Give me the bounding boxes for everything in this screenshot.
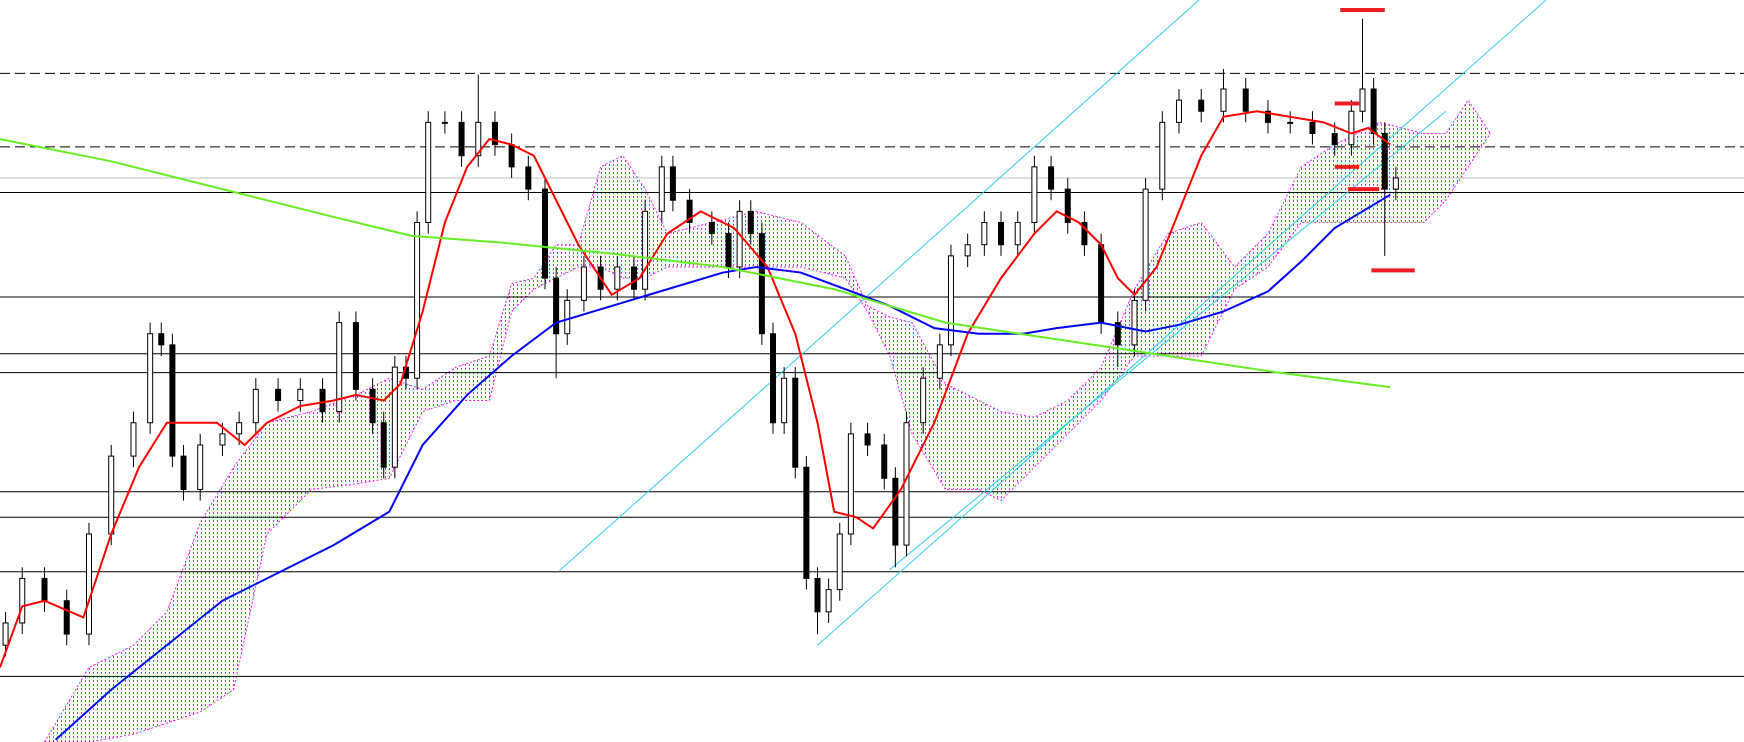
candle-body	[614, 266, 621, 290]
candle-body	[936, 344, 943, 379]
candle-body	[1392, 177, 1399, 190]
candle-body	[1348, 110, 1355, 146]
candle-body	[158, 333, 165, 346]
candle-body	[792, 377, 799, 468]
candle-body	[525, 166, 532, 190]
candle-body	[1381, 132, 1388, 190]
candle-body	[981, 221, 988, 246]
candle-body	[169, 344, 176, 457]
candle-body	[1331, 132, 1338, 146]
candle-body	[2, 622, 9, 646]
candle-body	[147, 333, 154, 424]
candle-body	[1370, 88, 1377, 134]
candle-body	[553, 277, 560, 335]
cloud-fill	[44, 100, 1491, 742]
candle-body	[414, 221, 421, 379]
moving-average	[0, 110, 1391, 668]
cloud-span-a	[44, 99, 1491, 742]
candle-body	[219, 433, 226, 446]
cloud-span-b	[44, 133, 1491, 742]
candle-body	[781, 377, 788, 424]
candle-body	[564, 299, 571, 335]
candle-body	[642, 210, 649, 290]
candle-body	[1048, 166, 1055, 190]
candle-body	[1031, 166, 1038, 223]
candle-body	[1309, 121, 1316, 134]
candle-body	[1264, 110, 1271, 123]
candle-body	[352, 322, 359, 390]
candle-body	[252, 388, 259, 424]
channel-line	[559, 0, 1200, 572]
candle-body	[491, 121, 498, 146]
candle-body	[236, 422, 243, 435]
candle-body	[475, 121, 482, 157]
candle-body	[63, 600, 70, 635]
candle-body	[864, 433, 871, 446]
candle-body	[441, 121, 448, 124]
candle-body	[297, 388, 304, 401]
candle-body	[736, 210, 743, 268]
candle-body	[770, 333, 777, 424]
candle-body	[1014, 221, 1021, 246]
candle-body	[369, 388, 376, 424]
candle-body	[1098, 244, 1105, 324]
candle-body	[881, 444, 888, 479]
candle-body	[836, 533, 843, 591]
candle-body	[1064, 188, 1071, 223]
candle-body	[580, 266, 587, 301]
candle-body	[758, 233, 765, 335]
candle-body	[41, 577, 48, 602]
channel-line	[817, 0, 1547, 646]
candle-body	[1359, 88, 1366, 112]
candle-body	[542, 188, 548, 279]
candle-body	[458, 121, 465, 157]
candle-body	[275, 388, 282, 401]
candle-body	[425, 121, 432, 223]
candle-body	[380, 422, 387, 468]
candle-body	[825, 589, 832, 613]
candle-body	[19, 577, 26, 624]
candle-body	[998, 221, 1005, 246]
candle-body	[508, 144, 515, 168]
candle-body	[1220, 88, 1227, 112]
candle-body	[964, 244, 971, 257]
candle-body	[803, 466, 810, 579]
candle-body	[725, 233, 732, 268]
candle-body	[130, 422, 137, 457]
candle-body	[920, 377, 927, 424]
candle-body	[847, 433, 854, 535]
candle-body	[1081, 221, 1088, 246]
candle-body	[85, 533, 92, 635]
candle-body	[658, 166, 665, 212]
candle-body	[1114, 322, 1121, 346]
candle-body	[669, 166, 676, 201]
candle-body	[1142, 188, 1149, 301]
moving-average	[54, 193, 1391, 741]
candle-body	[391, 366, 398, 468]
candle-body	[180, 455, 187, 490]
candle-body	[108, 455, 115, 535]
candle-body	[686, 199, 693, 223]
candle-body	[1175, 99, 1182, 123]
candle-body	[1242, 88, 1249, 112]
candle-body	[1159, 121, 1166, 190]
candle-body	[1131, 299, 1138, 346]
candle-body	[747, 210, 754, 235]
candle-body	[814, 577, 821, 613]
candle-body	[892, 477, 899, 546]
candle-body	[319, 388, 326, 413]
moving-average	[0, 138, 1391, 389]
candle-body	[1287, 121, 1294, 124]
candle-body	[708, 221, 715, 235]
candle-body	[947, 255, 954, 346]
candle-body	[336, 322, 343, 413]
candle-body	[197, 444, 204, 490]
candle-body	[1198, 99, 1205, 112]
candle-body	[630, 266, 637, 290]
